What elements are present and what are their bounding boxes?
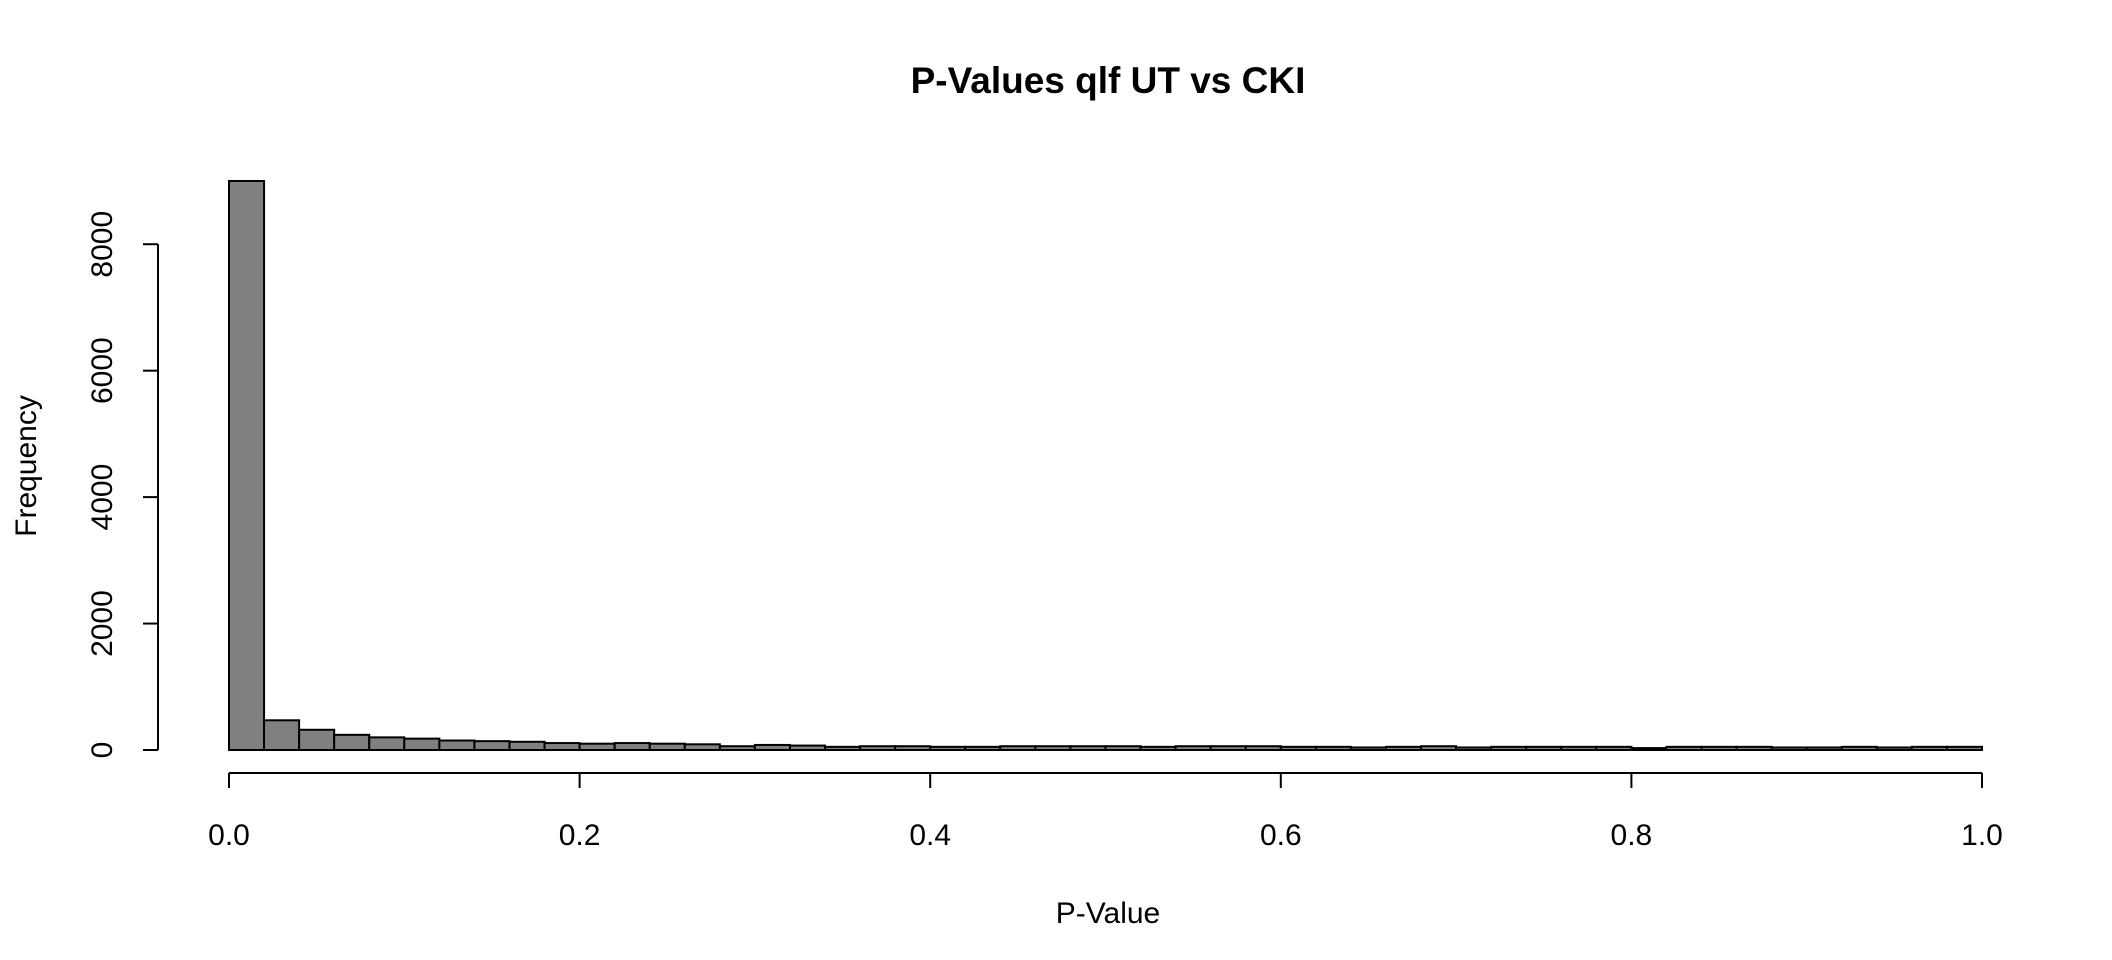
histogram-bar [298, 728, 336, 752]
histogram-bar [1665, 745, 1703, 752]
y-tick-label: 4000 [86, 464, 119, 531]
x-axis-label: P-Value [1056, 897, 1161, 930]
histogram-bar [894, 745, 932, 752]
histogram-bar [228, 180, 266, 751]
histogram-bar [1910, 745, 1948, 752]
histogram-bar [1209, 745, 1247, 752]
histogram-bar [1630, 747, 1668, 751]
histogram-bar [1244, 745, 1282, 752]
histogram-bar [1455, 746, 1493, 751]
x-tick-label: 0.0 [208, 819, 250, 852]
histogram-bar [999, 745, 1037, 752]
histogram-bar [1314, 745, 1352, 752]
histogram-bar [1595, 745, 1633, 752]
histogram-bar [718, 745, 756, 752]
histogram-bar [438, 739, 476, 752]
histogram-bar [1490, 745, 1528, 752]
histogram-bar [1945, 745, 1983, 752]
y-tick-label: 2000 [86, 590, 119, 657]
histogram-bar [1034, 745, 1072, 752]
histogram-bar [1770, 746, 1808, 751]
x-tick-label: 0.8 [1611, 819, 1653, 852]
histogram-bar [1279, 745, 1317, 752]
histogram-bar [824, 745, 862, 752]
histogram-bar [788, 744, 827, 752]
histogram-bar [1174, 745, 1212, 752]
histogram-bar [1805, 746, 1843, 751]
histogram-bar [1735, 745, 1773, 752]
chart-title: P-Values qlf UT vs CKI [911, 60, 1306, 101]
histogram-bar [964, 745, 1002, 752]
histogram-bar [1384, 745, 1423, 752]
y-axis: 0 2000 4000 6000 8000 [86, 211, 159, 759]
x-tick-label: 1.0 [1961, 819, 2003, 852]
histogram-bar [1560, 745, 1598, 752]
histogram-bar [1139, 745, 1177, 752]
histogram-bar [613, 742, 651, 751]
histogram-bar [648, 742, 686, 751]
histogram-bar [753, 743, 791, 752]
histogram-bar [1349, 746, 1387, 751]
histogram-bar [1069, 745, 1107, 752]
x-axis: 0.0 0.2 0.4 0.6 0.8 1.0 [208, 772, 2003, 852]
histogram-bar [333, 733, 371, 752]
histogram-bar [578, 742, 616, 751]
histogram-bar [508, 740, 546, 752]
histogram-bar [1525, 745, 1563, 752]
histogram-bar [1104, 745, 1142, 752]
y-tick-label: 6000 [86, 337, 119, 404]
y-tick-label: 0 [86, 742, 119, 759]
x-tick-label: 0.2 [559, 819, 601, 852]
histogram-bar [1875, 746, 1913, 751]
bars-group [228, 180, 1983, 752]
histogram-bar [1420, 745, 1458, 752]
x-tick-label: 0.4 [909, 819, 951, 852]
histogram-bar [859, 745, 897, 752]
histogram-bar [1840, 745, 1878, 752]
histogram-bar [929, 745, 967, 752]
histogram-bar [543, 742, 581, 751]
histogram-bar [368, 736, 406, 751]
y-axis-label: Frequency [10, 395, 43, 537]
histogram-bar [683, 743, 721, 751]
y-tick-label: 8000 [86, 211, 119, 278]
histogram-bar [403, 737, 441, 751]
histogram-bar [263, 719, 301, 751]
histogram-bar [473, 740, 511, 752]
histogram-bar [1700, 745, 1738, 752]
x-tick-label: 0.6 [1260, 819, 1302, 852]
